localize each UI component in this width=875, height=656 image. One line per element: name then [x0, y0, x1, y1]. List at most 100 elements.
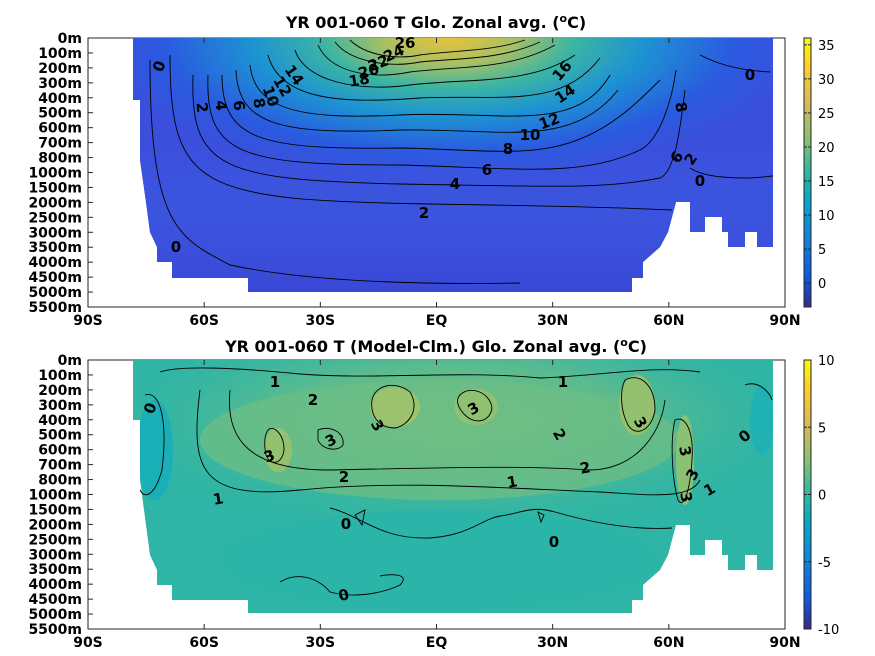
- bottom-contour-label: 0: [336, 585, 351, 605]
- x-tick-label: 90S: [73, 635, 103, 651]
- top-panel: YR 001-060 T Glo. Zonal avg. (oC): [28, 12, 834, 329]
- y-tick-label: 5500m: [28, 300, 82, 316]
- x-tick-label: 30S: [306, 313, 336, 329]
- y-tick-label: 400m: [38, 91, 82, 107]
- y-tick-label: 3500m: [28, 562, 82, 578]
- y-tick-label: 4500m: [28, 592, 82, 608]
- colorbar-tick-label: -5: [818, 556, 831, 571]
- top-colorbar-scale: [803, 37, 812, 308]
- x-tick-label: 60S: [189, 635, 219, 651]
- top-contour-label: 8: [503, 140, 513, 158]
- y-tick-label: 700m: [38, 458, 82, 474]
- y-tick-label: 800m: [38, 151, 82, 167]
- y-tick-label: 2000m: [28, 517, 82, 533]
- top-contour-label: 6: [230, 100, 249, 112]
- y-tick-label: 4000m: [28, 255, 82, 271]
- bottom-contour-label: 0: [341, 515, 351, 533]
- y-tick-label: 1000m: [28, 166, 82, 182]
- bottom-y-axis: 0m100m200m300m400m500m600m700m800m1000m1…: [28, 353, 93, 638]
- bottom-contour-label: 2: [308, 391, 318, 409]
- colorbar-tick-label: 5: [818, 421, 826, 436]
- y-tick-label: 800m: [38, 473, 82, 489]
- colorbar-tick-label: 0: [818, 277, 826, 292]
- bottom-contour-label: 2: [339, 468, 349, 486]
- y-tick-label: 300m: [38, 398, 82, 414]
- y-tick-label: 3000m: [28, 225, 82, 241]
- y-tick-label: 500m: [38, 428, 82, 444]
- y-tick-label: 2500m: [28, 532, 82, 548]
- bottom-contour-label: 2: [578, 458, 591, 478]
- y-tick-label: 2000m: [28, 195, 82, 211]
- bottom-contour-label: 1: [558, 373, 568, 391]
- x-tick-label: EQ: [426, 313, 448, 329]
- y-tick-label: 0m: [58, 31, 82, 47]
- y-tick-label: 400m: [38, 413, 82, 429]
- bottom-contour-label: 1: [505, 472, 518, 492]
- x-tick-label: 60S: [189, 313, 219, 329]
- y-tick-label: 500m: [38, 106, 82, 122]
- top-contour-label: 20: [356, 60, 381, 83]
- bottom-contour-label: 0: [549, 533, 559, 551]
- colorbar-tick-label: 10: [818, 354, 835, 369]
- top-contour-label: 2: [419, 204, 429, 222]
- y-tick-label: 4500m: [28, 270, 82, 286]
- y-tick-label: 300m: [38, 76, 82, 92]
- y-tick-label: 1500m: [28, 180, 82, 196]
- x-tick-label: 90S: [73, 313, 103, 329]
- top-contour-label: 26: [395, 34, 416, 52]
- y-tick-label: 5000m: [28, 285, 82, 301]
- top-contour-label: 4: [212, 100, 231, 112]
- top-y-axis: 0m100m200m300m400m500m600m700m800m1000m1…: [28, 31, 93, 316]
- x-tick-label: 60N: [653, 313, 684, 329]
- y-tick-label: 0m: [58, 353, 82, 369]
- bottom-chart-title: YR 001-060 T (Model-Clm.) Glo. Zonal avg…: [224, 336, 647, 356]
- colorbar-tick-label: 20: [818, 141, 835, 156]
- y-tick-label: 1500m: [28, 502, 82, 518]
- colorbar-tick-label: 35: [818, 39, 835, 54]
- colorbar-tick-label: 10: [818, 209, 835, 224]
- top-contour-label: 10: [520, 126, 541, 144]
- top-contour-label: 0: [695, 172, 705, 190]
- bottom-x-axis: 90S 60S 30S EQ 30N 60N 90N: [73, 360, 801, 651]
- top-contour-label: 18: [347, 69, 371, 90]
- y-tick-label: 100m: [38, 46, 82, 62]
- colorbar-tick-label: -10: [818, 623, 839, 638]
- colorbar-tick-label: 5: [818, 243, 826, 258]
- y-tick-label: 5000m: [28, 607, 82, 623]
- top-contour-label: 6: [482, 161, 492, 179]
- y-tick-label: 200m: [38, 61, 82, 77]
- bottom-colorbar: 10 5 0 -5 -10: [803, 354, 839, 638]
- y-tick-label: 100m: [38, 368, 82, 384]
- y-tick-label: 2500m: [28, 210, 82, 226]
- top-contour-label: 8: [671, 100, 691, 113]
- bottom-panel: YR 001-060 T (Model-Clm.) Glo. Zonal avg…: [28, 336, 839, 651]
- top-contour-label: 0: [745, 66, 755, 84]
- bottom-contour-label: 1: [211, 489, 224, 509]
- x-tick-label: 30N: [537, 635, 568, 651]
- top-chart-title: YR 001-060 T Glo. Zonal avg. (oC): [285, 12, 586, 32]
- y-tick-label: 1000m: [28, 488, 82, 504]
- x-tick-label: EQ: [426, 635, 448, 651]
- y-tick-label: 700m: [38, 136, 82, 152]
- colorbar-tick-label: 15: [818, 175, 835, 190]
- bottom-contour-label: 3: [676, 490, 696, 503]
- y-tick-label: 600m: [38, 121, 82, 137]
- top-contour-lines: [149, 39, 774, 284]
- bottom-contour-label: 1: [270, 373, 280, 391]
- x-tick-label: 90N: [769, 635, 800, 651]
- colorbar-tick-label: 30: [818, 73, 835, 88]
- top-contour-label: 2: [193, 102, 212, 114]
- y-tick-label: 3500m: [28, 240, 82, 256]
- y-tick-label: 200m: [38, 383, 82, 399]
- top-contour-label: 0: [171, 238, 181, 256]
- colorbar-tick-label: 0: [818, 489, 826, 504]
- top-contour-label: 4: [450, 175, 460, 193]
- x-tick-label: 30S: [306, 635, 336, 651]
- y-tick-label: 4000m: [28, 577, 82, 593]
- top-contour-label: 8: [249, 96, 269, 109]
- y-tick-label: 3000m: [28, 547, 82, 563]
- bottom-contour-label: 3: [675, 444, 695, 457]
- bottom-contour-lines: [139, 367, 773, 596]
- x-tick-label: 30N: [537, 313, 568, 329]
